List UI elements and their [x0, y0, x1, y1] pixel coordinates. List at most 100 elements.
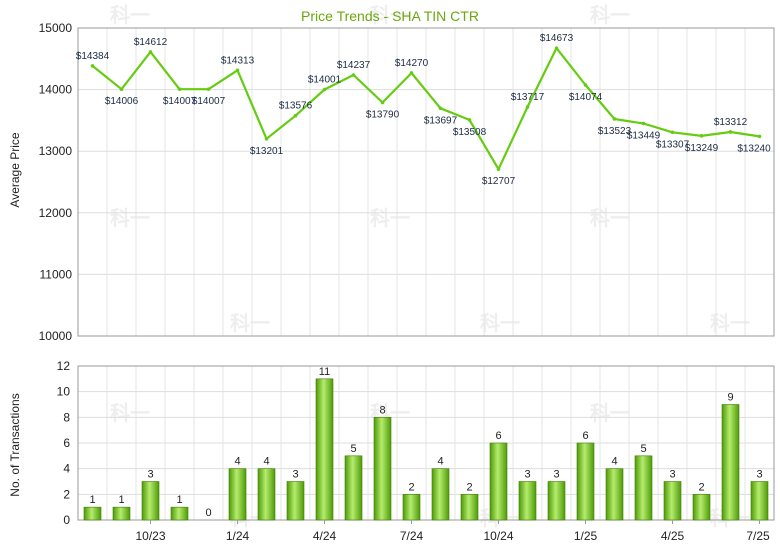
price-data-label: $14313: [221, 55, 255, 66]
price-point: [525, 105, 530, 109]
transaction-count-label: 8: [379, 404, 385, 416]
transaction-bar: [112, 506, 131, 521]
transaction-bar: [634, 455, 653, 521]
price-data-label: $13201: [250, 146, 284, 157]
transaction-bar: [286, 481, 305, 521]
transactions-y-tick-label: 2: [63, 487, 70, 501]
transaction-count-label: 1: [176, 494, 182, 506]
price-data-label: $14612: [134, 37, 168, 48]
transaction-count-label: 3: [147, 469, 153, 481]
transaction-count-label: 4: [234, 456, 240, 468]
price-data-label: $13790: [366, 110, 400, 121]
price-point: [322, 87, 327, 92]
transaction-bar: [518, 481, 537, 521]
price-data-label: $14007: [192, 96, 226, 107]
price-y-tick-label: 14000: [39, 83, 73, 97]
transaction-count-label: 1: [89, 494, 95, 506]
price-y-tick-label: 11000: [40, 267, 73, 281]
transaction-count-label: 3: [524, 469, 530, 481]
price-data-label: $13523: [598, 126, 632, 137]
price-y-axis-title: Average Price: [8, 132, 22, 207]
transaction-count-label: 11: [319, 366, 330, 378]
price-point: [351, 73, 356, 77]
transaction-count-label: 2: [698, 481, 704, 493]
watermark-text: 科一: [110, 3, 150, 27]
price-line: [91, 46, 760, 171]
x-tick-label: 10/23: [135, 529, 165, 543]
watermark-text: 科一: [590, 3, 630, 27]
transaction-bar: [170, 506, 189, 521]
price-data-label: $14270: [395, 58, 429, 69]
price-point: [757, 134, 762, 139]
watermark-text: 科一: [370, 3, 410, 27]
watermark-text: 科一: [710, 311, 750, 335]
watermark-text: 科一: [590, 206, 630, 230]
transaction-bar: [141, 481, 160, 521]
price-point: [293, 113, 298, 118]
price-point: [728, 130, 733, 134]
price-point: [583, 83, 588, 87]
transaction-bar: [663, 481, 682, 521]
watermark-text: 科一: [370, 206, 410, 230]
transaction-count-label: 3: [756, 469, 762, 481]
price-point: [90, 64, 95, 68]
price-y-tick-label: 10000: [39, 329, 73, 343]
price-point: [554, 46, 559, 50]
price-point: [467, 118, 472, 122]
price-data-label: $14001: [308, 75, 342, 86]
transaction-count-label: 5: [640, 443, 646, 455]
watermark-text: 科一: [590, 401, 630, 425]
transaction-count-label: 3: [669, 469, 675, 481]
transaction-count-label: 3: [553, 469, 559, 481]
price-point: [496, 167, 501, 172]
price-line-series: $14384 $14006 $14612 $14007$14007 $14313 $132…: [76, 33, 771, 187]
price-data-label: $14384: [76, 51, 110, 62]
price-data-label: $13312: [714, 117, 748, 128]
price-point: [380, 100, 385, 105]
transaction-bar: [721, 404, 740, 521]
transactions-y-axis-title: No. of Transactions: [8, 393, 22, 496]
price-data-label: $14237: [337, 60, 371, 71]
transaction-bar: [460, 494, 479, 521]
price-data-label: $14006: [105, 96, 139, 107]
transactions-y-tick-label: 10: [57, 385, 71, 399]
price-data-label: $13717: [511, 92, 545, 103]
price-data-label: $13249: [685, 143, 719, 154]
price-data-label: $13576: [279, 101, 313, 112]
price-point: [699, 134, 704, 138]
price-data-label: $13240: [737, 143, 771, 154]
chart-title: Price Trends - SHA TIN CTR: [301, 8, 479, 24]
price-y-tick-label: 13000: [39, 144, 73, 158]
transaction-count-label: 5: [350, 443, 356, 455]
price-point: [264, 137, 269, 141]
price-point: [206, 87, 211, 91]
transaction-count-label: 6: [495, 430, 501, 442]
price-data-label: $14074: [569, 92, 603, 103]
x-tick-label: 1/24: [226, 529, 250, 543]
price-data-label: $13508: [453, 127, 487, 138]
price-data-label: $13449: [627, 131, 661, 142]
price-y-tick-label: 15000: [39, 21, 73, 35]
price-data-label: $14007: [163, 96, 197, 107]
transaction-bar: [750, 481, 769, 521]
x-axis: 10/23 1/24 4/24 7/24 10/24 1/25 4/25 7/25: [135, 520, 770, 543]
x-tick-label: 4/25: [661, 529, 685, 543]
transaction-bar: [228, 468, 247, 521]
transactions-y-axis: 0 2 4 6 8 10 12: [57, 359, 71, 527]
transaction-count-label: 4: [611, 456, 617, 468]
transaction-count-label: 9: [727, 392, 733, 404]
price-point: [641, 121, 646, 126]
transaction-bar: [576, 442, 595, 521]
transaction-count-label: 1: [118, 494, 124, 506]
transaction-count-label: 3: [292, 469, 298, 481]
transaction-count-label: 2: [466, 481, 472, 493]
price-point: [670, 130, 675, 135]
transactions-y-tick-label: 4: [63, 462, 70, 476]
watermark-text: 科一: [230, 311, 270, 335]
price-point: [409, 71, 414, 75]
transactions-plot-frame: [77, 365, 775, 521]
transaction-bar: [257, 468, 276, 521]
transaction-bar: [83, 506, 102, 521]
